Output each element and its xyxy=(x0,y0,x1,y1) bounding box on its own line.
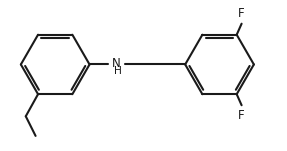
Text: F: F xyxy=(238,7,245,20)
Text: H: H xyxy=(114,66,122,76)
Text: F: F xyxy=(238,109,245,122)
Text: N: N xyxy=(112,57,121,70)
